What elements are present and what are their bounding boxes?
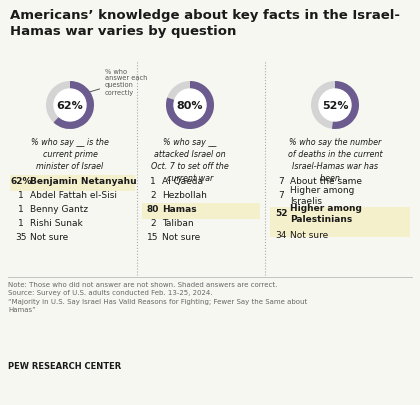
Text: Note: Those who did not answer are not shown. Shaded answers are correct.
Source: Note: Those who did not answer are not s… <box>8 281 307 313</box>
Circle shape <box>174 90 206 121</box>
Text: Not sure: Not sure <box>290 231 328 240</box>
Text: Al Qaeda: Al Qaeda <box>162 177 203 186</box>
Text: 1: 1 <box>18 219 24 228</box>
Text: Not sure: Not sure <box>30 233 68 242</box>
Text: 80: 80 <box>147 205 159 214</box>
Text: Americans’ knowledge about key facts in the Israel-
Hamas war varies by question: Americans’ knowledge about key facts in … <box>10 9 400 38</box>
Text: 80%: 80% <box>177 101 203 111</box>
Text: Higher among
Palestinians: Higher among Palestinians <box>290 203 362 224</box>
Text: 1: 1 <box>18 205 24 214</box>
Text: 7: 7 <box>278 177 284 186</box>
Wedge shape <box>332 82 359 130</box>
Text: Hezbollah: Hezbollah <box>162 191 207 200</box>
Text: About the same: About the same <box>290 177 362 186</box>
Wedge shape <box>54 82 94 130</box>
Wedge shape <box>166 82 214 130</box>
Text: Not sure: Not sure <box>162 233 200 242</box>
Circle shape <box>54 90 86 121</box>
Text: Higher among
Israelis: Higher among Israelis <box>290 185 354 206</box>
Text: 52%: 52% <box>322 101 348 111</box>
Text: 15: 15 <box>147 233 159 242</box>
Text: % who
answer each
question
correctly: % who answer each question correctly <box>80 68 147 96</box>
Text: Benny Gantz: Benny Gantz <box>30 205 88 214</box>
FancyBboxPatch shape <box>142 203 260 220</box>
Wedge shape <box>46 82 94 130</box>
Text: 35: 35 <box>15 233 27 242</box>
Circle shape <box>319 90 351 121</box>
Text: % who say __ is the
current prime
minister of Israel: % who say __ is the current prime minist… <box>31 138 109 171</box>
Text: Hamas: Hamas <box>162 205 197 214</box>
Text: Taliban: Taliban <box>162 219 194 228</box>
Wedge shape <box>166 82 214 130</box>
Text: % who say __
attacked Israel on
Oct. 7 to set off the
current war: % who say __ attacked Israel on Oct. 7 t… <box>151 138 229 183</box>
Text: % who say the number
of deaths in the current
Israel-Hamas war has
been ...: % who say the number of deaths in the cu… <box>288 138 382 183</box>
Text: 62%: 62% <box>10 177 32 186</box>
Text: 2: 2 <box>150 191 156 200</box>
Text: 62%: 62% <box>57 101 84 111</box>
FancyBboxPatch shape <box>270 207 410 237</box>
Text: 1: 1 <box>18 191 24 200</box>
Text: 34: 34 <box>276 231 287 240</box>
Text: Rishi Sunak: Rishi Sunak <box>30 219 83 228</box>
Text: Benjamin Netanyahu: Benjamin Netanyahu <box>30 177 136 186</box>
Text: 52: 52 <box>275 209 287 218</box>
Text: 2: 2 <box>150 219 156 228</box>
Text: 1: 1 <box>150 177 156 186</box>
Text: PEW RESEARCH CENTER: PEW RESEARCH CENTER <box>8 361 121 370</box>
Text: Abdel Fattah el-Sisi: Abdel Fattah el-Sisi <box>30 191 117 200</box>
FancyBboxPatch shape <box>10 175 135 192</box>
Text: 7: 7 <box>278 191 284 200</box>
Wedge shape <box>311 82 359 130</box>
